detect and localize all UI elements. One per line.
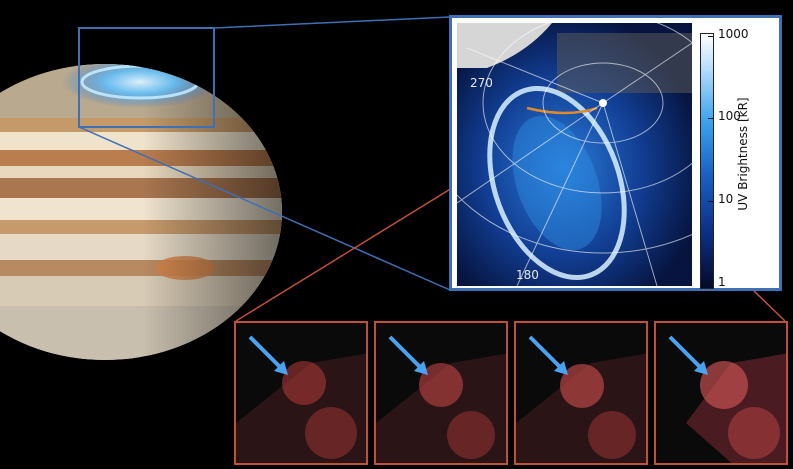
sequence-panel-2	[374, 321, 508, 465]
colorbar-tick-1: 1	[718, 275, 726, 289]
sequence-image-2	[376, 335, 506, 463]
sequence-panel-4	[654, 321, 788, 465]
sequence-panel-3	[514, 321, 648, 465]
sequence-image-1	[236, 335, 366, 463]
sequence-image-3	[516, 335, 646, 463]
colorbar-tick-mark	[708, 118, 713, 119]
colorbar-tick-mark	[708, 284, 713, 285]
uv-polar-map	[457, 23, 692, 286]
sequence-image-4	[668, 335, 786, 463]
colorbar-tick-1000: 1000	[718, 27, 749, 41]
zoom-line-top	[213, 16, 451, 29]
colorbar-title: UV Brightness [kR]	[736, 97, 750, 211]
uv-colorbar	[700, 33, 714, 289]
longitude-label-180: 180	[516, 268, 539, 282]
colorbar-tick-mark	[708, 36, 713, 37]
colorbar-tick-mark	[708, 201, 713, 202]
longitude-label-270: 270	[470, 76, 493, 90]
aurora-zoom-box	[78, 27, 215, 128]
sequence-panel-1	[234, 321, 368, 465]
uv-map-inset: 270 180 1000 100 10 1 UV Brightness [kR]	[449, 15, 782, 291]
zoom-line-bottom	[78, 126, 451, 291]
colorbar-tick-100: 100	[718, 109, 741, 123]
colorbar-tick-10: 10	[718, 192, 734, 206]
